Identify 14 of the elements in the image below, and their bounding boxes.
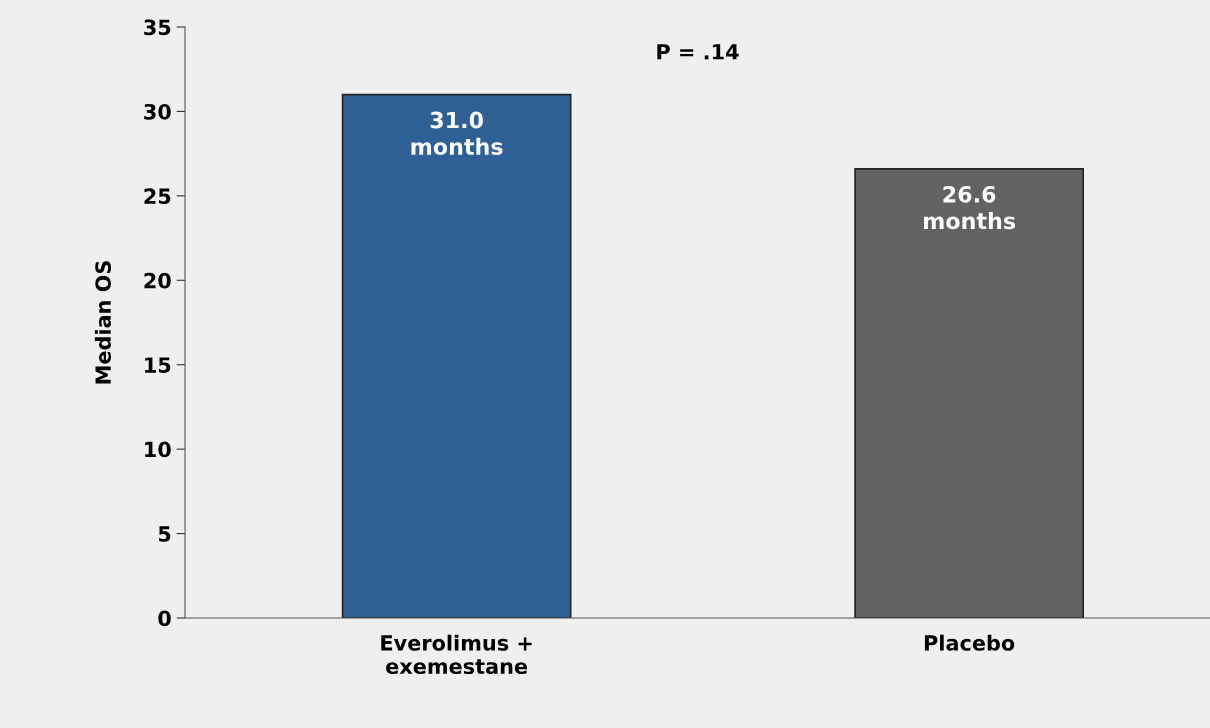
y-tick-label: 5 <box>158 526 171 542</box>
y-tick-label: 0 <box>158 610 171 627</box>
y-tick-label: 25 <box>144 188 171 205</box>
x-tick-label: Placebo <box>924 634 1015 651</box>
x-tick-label: Everolimus + exemestane <box>381 634 532 675</box>
y-tick-label: 15 <box>145 357 171 373</box>
annotation: P = .14 <box>657 44 739 60</box>
y-tick-label: 10 <box>145 441 171 458</box>
y-tick-label: 20 <box>144 272 171 289</box>
y-tick-label: 30 <box>144 103 171 120</box>
data-label: 26.6 months <box>924 185 1016 230</box>
data-label: 31.0 months <box>411 111 503 155</box>
y-tick-label: 35 <box>144 19 171 36</box>
y-axis-title: Median OS <box>94 261 111 384</box>
